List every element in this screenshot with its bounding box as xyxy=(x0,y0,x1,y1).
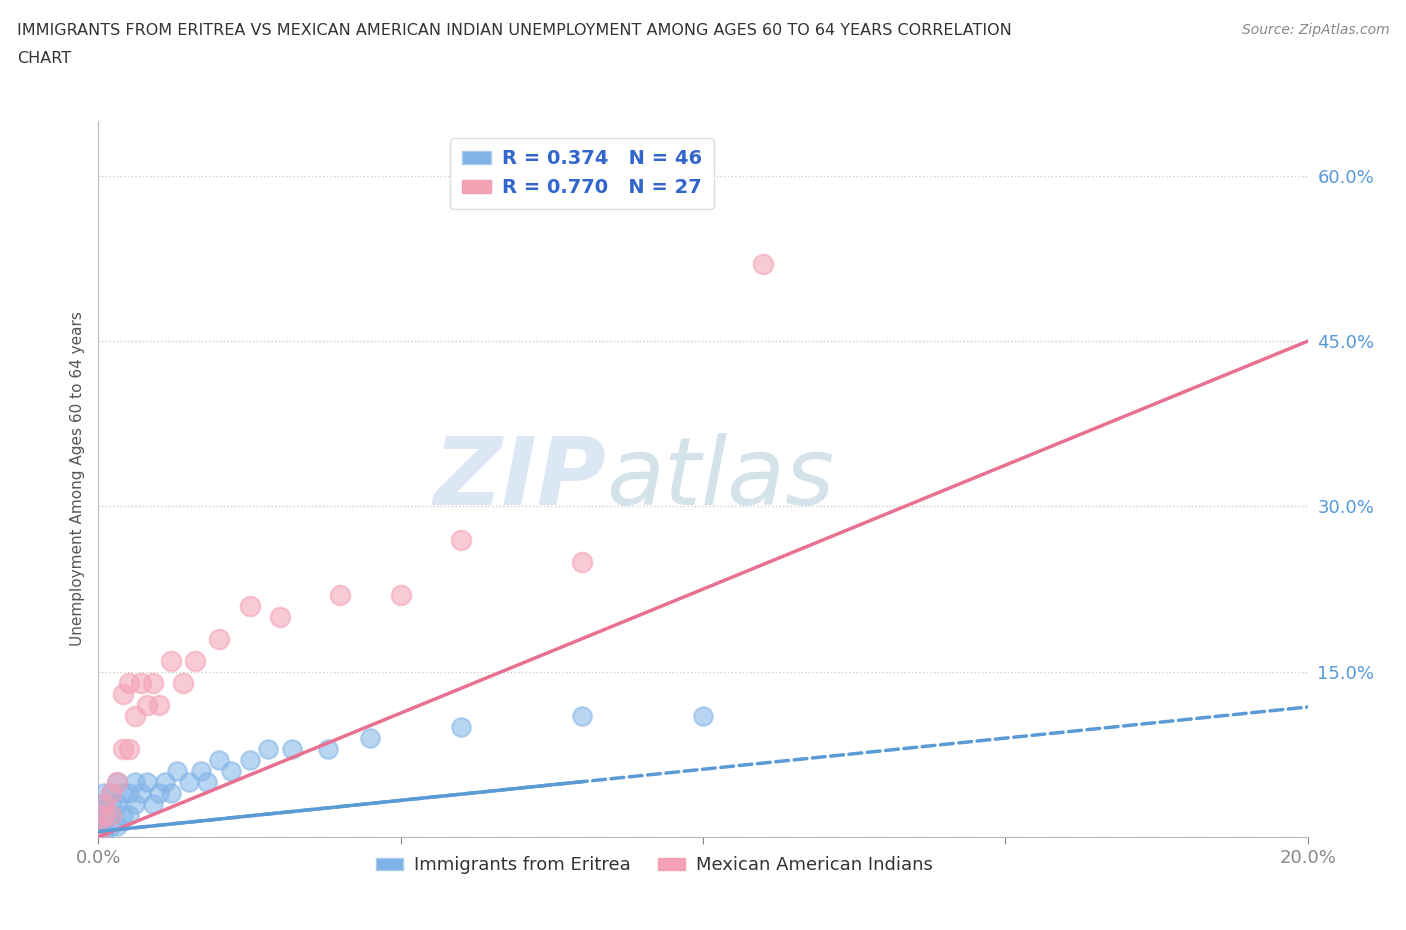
Point xyxy=(124,796,146,811)
Point xyxy=(100,786,122,801)
Point xyxy=(111,686,134,701)
Point xyxy=(135,775,157,790)
Point xyxy=(87,796,110,811)
Point xyxy=(100,786,122,801)
Point xyxy=(93,807,115,822)
Point xyxy=(87,818,110,833)
Point xyxy=(221,764,243,778)
Point xyxy=(93,807,115,822)
Point xyxy=(329,587,352,602)
Point xyxy=(105,818,128,833)
Point xyxy=(87,830,110,844)
Point xyxy=(135,698,157,712)
Point xyxy=(100,807,122,822)
Point xyxy=(124,709,146,724)
Point xyxy=(571,709,593,724)
Point xyxy=(93,830,115,844)
Point xyxy=(172,675,194,690)
Point xyxy=(118,675,141,690)
Point xyxy=(208,752,231,767)
Point xyxy=(179,775,201,790)
Point xyxy=(118,786,141,801)
Point xyxy=(281,741,304,756)
Point xyxy=(111,741,134,756)
Point xyxy=(93,796,115,811)
Point xyxy=(111,786,134,801)
Point xyxy=(124,775,146,790)
Point xyxy=(142,796,165,811)
Point xyxy=(100,807,122,822)
Point xyxy=(239,598,262,613)
Point xyxy=(93,818,115,833)
Point xyxy=(100,818,122,833)
Point xyxy=(166,764,188,778)
Point xyxy=(87,818,110,833)
Point xyxy=(692,709,714,724)
Point xyxy=(118,741,141,756)
Point xyxy=(87,830,110,844)
Point xyxy=(360,730,382,745)
Point xyxy=(87,830,110,844)
Point xyxy=(239,752,262,767)
Point xyxy=(105,775,128,790)
Point xyxy=(93,786,115,801)
Point xyxy=(142,675,165,690)
Point xyxy=(87,807,110,822)
Text: ZIP: ZIP xyxy=(433,433,606,525)
Point xyxy=(160,786,183,801)
Text: atlas: atlas xyxy=(606,433,835,525)
Point xyxy=(269,609,291,624)
Point xyxy=(105,796,128,811)
Point xyxy=(87,830,110,844)
Point xyxy=(752,257,775,272)
Point xyxy=(129,675,152,690)
Point xyxy=(148,698,170,712)
Point xyxy=(571,554,593,569)
Point xyxy=(256,741,278,756)
Point xyxy=(190,764,212,778)
Point xyxy=(87,818,110,833)
Text: IMMIGRANTS FROM ERITREA VS MEXICAN AMERICAN INDIAN UNEMPLOYMENT AMONG AGES 60 TO: IMMIGRANTS FROM ERITREA VS MEXICAN AMERI… xyxy=(17,23,1012,38)
Point xyxy=(148,786,170,801)
Point xyxy=(118,807,141,822)
Point xyxy=(450,532,472,547)
Text: Source: ZipAtlas.com: Source: ZipAtlas.com xyxy=(1241,23,1389,37)
Text: CHART: CHART xyxy=(17,51,70,66)
Point xyxy=(153,775,176,790)
Point xyxy=(316,741,339,756)
Point xyxy=(129,786,152,801)
Point xyxy=(389,587,412,602)
Point xyxy=(184,653,207,668)
Point xyxy=(100,796,122,811)
Point xyxy=(105,775,128,790)
Point xyxy=(87,807,110,822)
Point xyxy=(160,653,183,668)
Point xyxy=(195,775,218,790)
Legend: Immigrants from Eritrea, Mexican American Indians: Immigrants from Eritrea, Mexican America… xyxy=(370,849,941,882)
Point xyxy=(111,807,134,822)
Y-axis label: Unemployment Among Ages 60 to 64 years: Unemployment Among Ages 60 to 64 years xyxy=(69,312,84,646)
Point xyxy=(208,631,231,646)
Point xyxy=(450,720,472,735)
Point xyxy=(93,796,115,811)
